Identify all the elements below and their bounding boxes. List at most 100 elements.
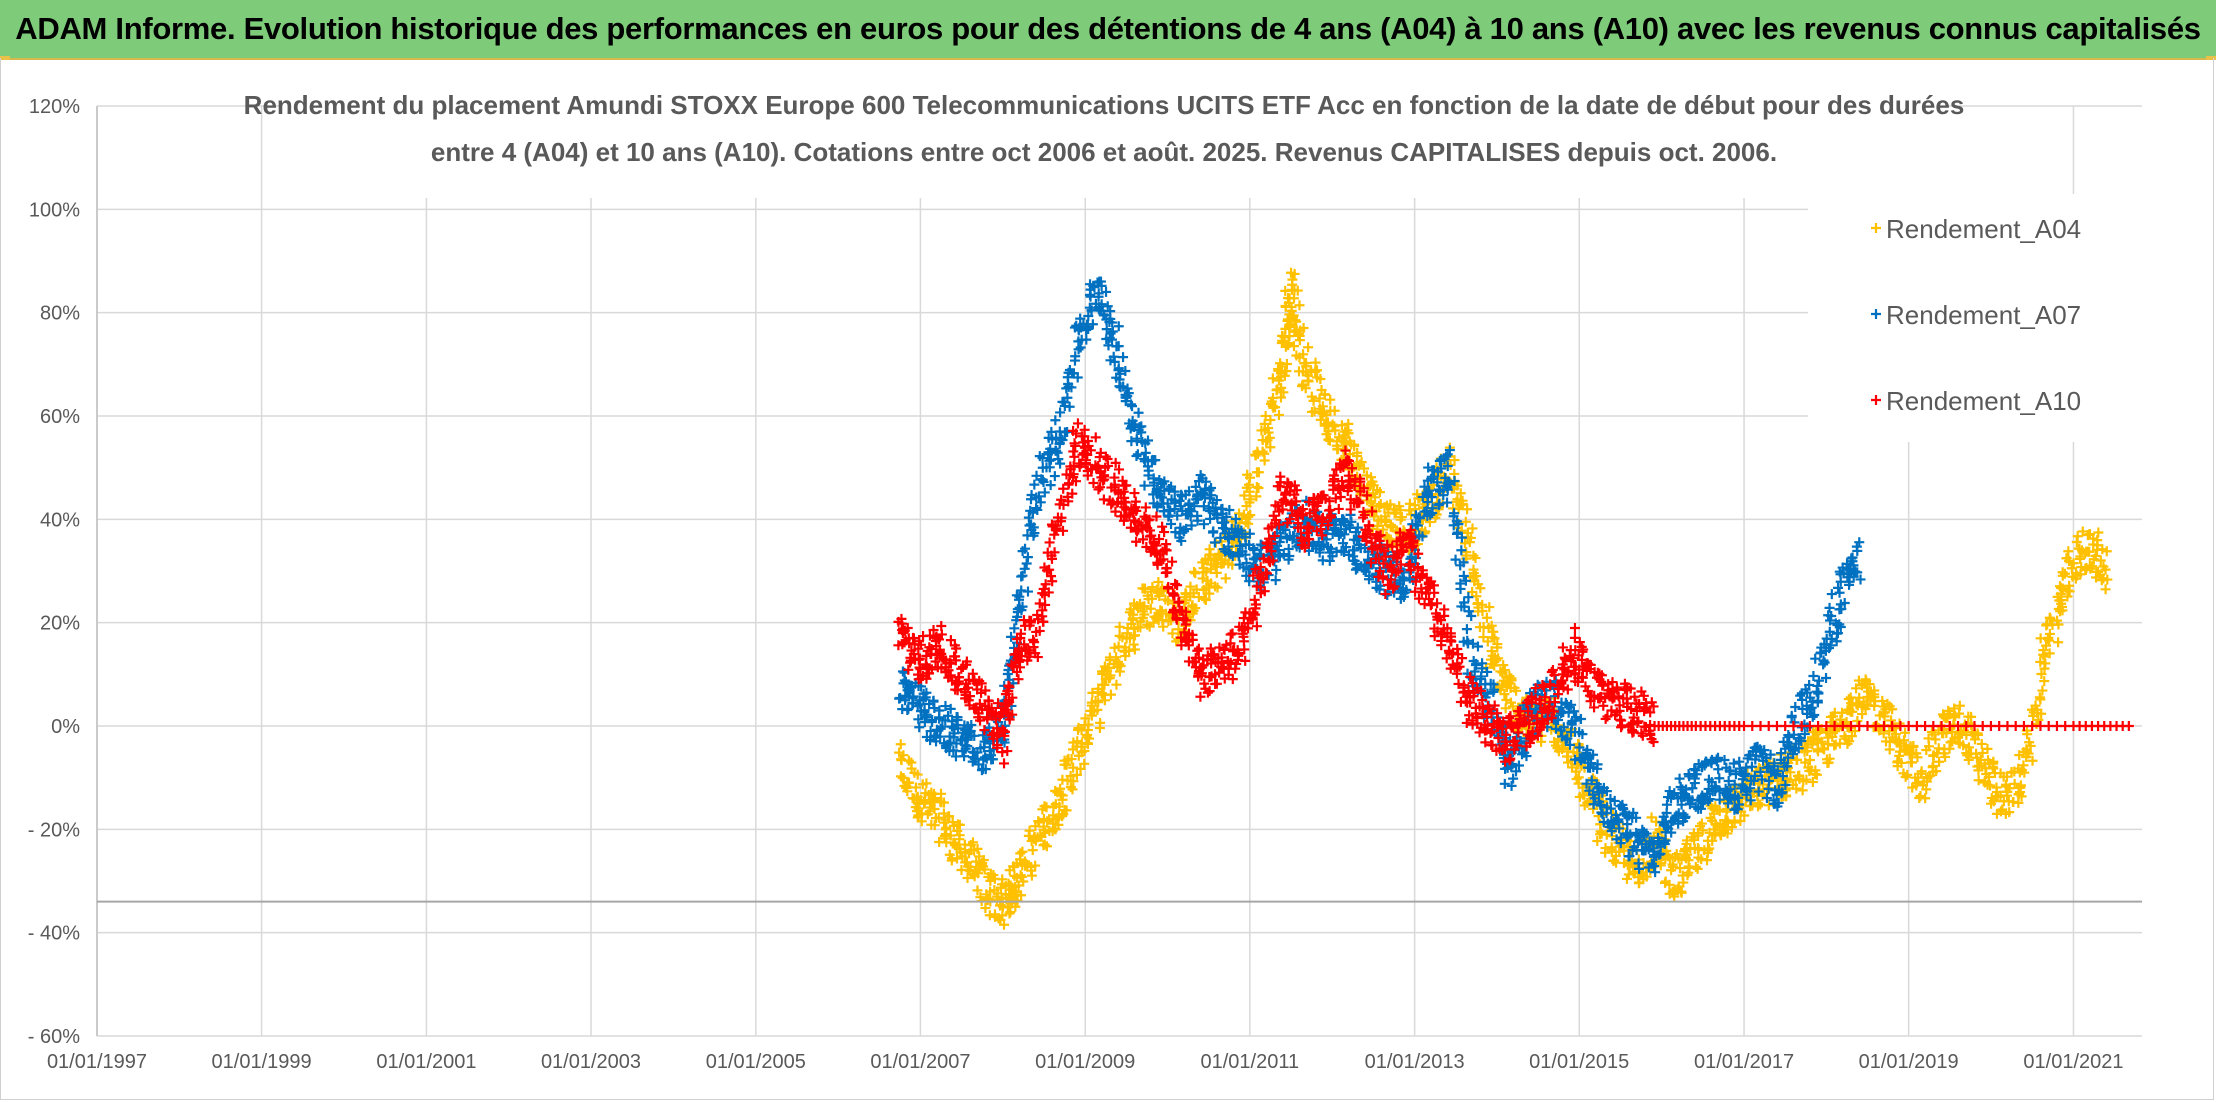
data-point — [1973, 765, 1984, 776]
x-tick-label: 01/01/2021 — [2023, 1051, 2123, 1073]
data-point — [1101, 324, 1112, 335]
data-point — [1530, 683, 1541, 694]
data-point — [1339, 529, 1350, 540]
data-point — [1577, 729, 1588, 740]
data-point — [1452, 494, 1463, 505]
data-point — [1054, 437, 1065, 448]
data-point — [992, 723, 1003, 734]
data-point — [1456, 532, 1467, 543]
data-point — [1404, 498, 1415, 509]
data-point — [1214, 642, 1225, 653]
data-point — [1189, 566, 1200, 577]
data-point — [1291, 325, 1302, 336]
data-point — [1085, 445, 1096, 456]
data-point — [1813, 675, 1824, 686]
data-point — [1151, 511, 1162, 522]
data-point — [1436, 640, 1447, 651]
data-point — [1020, 543, 1031, 554]
data-point — [972, 843, 983, 854]
data-point — [1669, 891, 1680, 902]
data-point — [1736, 783, 1747, 794]
data-point — [2094, 569, 2105, 580]
data-point — [1289, 268, 1300, 279]
data-point — [1432, 477, 1443, 488]
data-point — [981, 894, 992, 905]
data-point — [1596, 800, 1607, 811]
x-tick-label: 01/01/2015 — [1529, 1051, 1629, 1073]
data-point — [1288, 341, 1299, 352]
data-point — [1702, 855, 1713, 866]
data-point — [1081, 325, 1092, 336]
data-point — [1358, 565, 1369, 576]
data-point — [1112, 656, 1123, 667]
data-point — [929, 820, 940, 831]
data-point — [974, 698, 985, 709]
data-point — [1428, 471, 1439, 482]
data-point — [999, 758, 1010, 769]
data-point — [1207, 527, 1218, 538]
data-point — [1731, 803, 1742, 814]
data-point — [1224, 505, 1235, 516]
chart-title-bg — [280, 80, 1940, 198]
data-point — [1179, 627, 1190, 638]
data-point — [1844, 576, 1855, 587]
data-point — [1128, 639, 1139, 650]
data-point — [1051, 445, 1062, 456]
data-point — [960, 743, 971, 754]
data-point — [1364, 574, 1374, 585]
data-point — [1070, 440, 1081, 451]
data-point — [1324, 512, 1335, 523]
x-tick-label: 01/01/2009 — [1035, 1051, 1135, 1073]
data-point — [913, 654, 924, 665]
data-point — [1365, 529, 1376, 540]
data-point — [1807, 711, 1818, 722]
data-point — [1681, 784, 1692, 795]
data-point — [1330, 493, 1341, 504]
data-point — [1709, 781, 1720, 792]
data-point — [1093, 484, 1104, 495]
data-point — [1457, 653, 1468, 664]
data-point — [1024, 620, 1035, 631]
data-point — [924, 668, 935, 679]
data-point — [1204, 582, 1215, 593]
data-point — [1757, 751, 1768, 762]
data-point — [1028, 642, 1039, 653]
data-point — [1733, 792, 1744, 803]
data-point — [1125, 522, 1136, 533]
data-point — [1661, 845, 1672, 856]
data-point — [1180, 606, 1191, 617]
data-point — [1695, 803, 1706, 814]
data-point — [1193, 592, 1204, 603]
data-point — [1227, 646, 1238, 657]
data-point — [1079, 758, 1090, 769]
data-point — [1072, 418, 1083, 429]
data-point — [1916, 766, 1927, 777]
data-point — [1441, 451, 1452, 462]
data-point — [907, 693, 918, 704]
data-point — [1655, 848, 1666, 859]
data-point — [1199, 593, 1210, 604]
data-point — [928, 625, 939, 636]
data-point — [1408, 537, 1419, 548]
data-point — [1063, 381, 1074, 392]
data-point — [1577, 646, 1588, 657]
data-point — [1198, 501, 1209, 512]
data-point — [954, 843, 965, 854]
data-point — [1131, 433, 1142, 444]
data-point — [1139, 609, 1150, 620]
data-point — [1358, 463, 1369, 474]
data-point — [1596, 676, 1607, 687]
data-point — [1289, 489, 1300, 500]
data-point — [1551, 723, 1562, 734]
data-point — [1902, 769, 1913, 780]
data-point — [1702, 788, 1713, 799]
data-point — [2019, 767, 2030, 778]
data-point — [1355, 476, 1366, 487]
data-point — [1450, 554, 1461, 565]
data-point — [1206, 559, 1217, 570]
data-point — [1768, 795, 1779, 806]
data-point — [1304, 534, 1315, 545]
data-point — [1802, 746, 1813, 757]
data-point — [1174, 605, 1185, 616]
data-point — [1598, 700, 1609, 711]
